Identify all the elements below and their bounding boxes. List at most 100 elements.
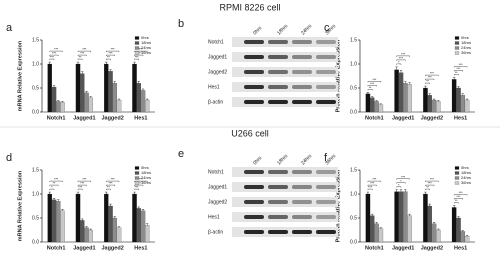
bar (407, 215, 412, 243)
bar (369, 97, 375, 113)
bar (88, 97, 93, 113)
bar (75, 193, 81, 243)
significance-bracket (453, 66, 468, 68)
legend-swatch (454, 171, 460, 175)
significance-bracket (134, 180, 148, 183)
legend-swatch (454, 181, 460, 185)
bar (84, 92, 89, 113)
legend-label: 36hrs (141, 50, 151, 55)
bar (56, 101, 61, 113)
bar (145, 225, 150, 243)
significance-label: *** (54, 178, 59, 182)
x-tick-label: Jagged2 (421, 115, 443, 121)
legend-swatch (134, 176, 140, 180)
bar (80, 220, 85, 243)
bar (60, 102, 65, 113)
significance-label: *** (370, 182, 375, 186)
bar (451, 207, 457, 243)
y-tick-label: 1.5 (32, 167, 39, 173)
legend-label: 0hrs (461, 35, 469, 40)
significance-label: *** (372, 78, 377, 82)
panel-label: f (324, 152, 328, 164)
error-bar (375, 100, 378, 102)
blot-band (268, 70, 288, 74)
error-bar (89, 96, 92, 98)
blot-band (268, 100, 288, 104)
bar (108, 71, 113, 113)
bar (132, 63, 137, 113)
error-bar (76, 191, 80, 194)
row-label: β-actin (208, 229, 223, 235)
legend-label: 24hrs (141, 45, 151, 50)
bar (104, 63, 109, 113)
significance-label: *** (401, 53, 406, 57)
bar (423, 87, 428, 113)
significance-bracket (396, 186, 402, 188)
bar (145, 99, 150, 113)
error-bar (137, 206, 140, 209)
significance-bracket (425, 184, 435, 187)
blot-band (244, 100, 264, 104)
panel-label: d (6, 152, 12, 164)
panel-label: c (324, 22, 330, 34)
significance-label: *** (430, 178, 435, 182)
significance-bracket (106, 50, 120, 53)
column-label: 0hrs (252, 155, 263, 166)
error-bar (404, 81, 407, 84)
x-tick-label: Jagged2 (101, 245, 123, 251)
error-bar (465, 235, 469, 237)
significance-label: * (51, 186, 53, 190)
bar (464, 99, 470, 113)
significance-bracket (49, 184, 59, 187)
y-tick-label: 0.5 (32, 215, 39, 221)
legend-swatch (454, 176, 460, 180)
significance-bracket (134, 54, 144, 57)
blot-band (268, 215, 288, 219)
significance-label: *** (399, 57, 404, 61)
error-bar (366, 92, 370, 94)
bar (398, 191, 404, 243)
significance-label: *** (82, 48, 87, 52)
error-bar (141, 209, 145, 211)
x-tick-label: Jagged1 (73, 245, 95, 251)
significance-bracket (425, 78, 435, 81)
error-bar (379, 103, 383, 105)
column-label: 18hrs (276, 23, 289, 36)
significance-label: ** (107, 186, 110, 190)
error-bar (117, 98, 121, 100)
figure-title: RPMI 8226 cell (219, 2, 280, 12)
error-bar (371, 213, 374, 216)
significance-label: ** (369, 86, 372, 90)
blot-band (244, 215, 264, 219)
legend-swatch (134, 46, 140, 50)
row-label: β-actin (208, 99, 223, 105)
significance-bracket (134, 58, 139, 61)
column-label: 24hrs (300, 153, 313, 166)
x-tick-label: Hes1 (454, 245, 467, 251)
row-label: Notch1 (208, 39, 224, 45)
legend-swatch (454, 51, 460, 55)
error-bar (85, 226, 88, 228)
bar (431, 99, 437, 113)
significance-label: *** (108, 182, 113, 186)
error-bar (117, 226, 121, 228)
y-tick-label: 1.0 (32, 61, 39, 67)
blot-band (244, 85, 264, 89)
blot-band (244, 170, 264, 174)
significance-bracket (77, 184, 87, 187)
legend-swatch (454, 41, 460, 45)
error-bar (408, 82, 411, 85)
significance-label: *** (135, 186, 140, 190)
blot-band (292, 230, 312, 234)
bar (374, 223, 379, 243)
significance-label: *** (111, 48, 116, 52)
significance-bracket (396, 63, 402, 65)
x-tick-label: Jagged1 (392, 245, 414, 251)
bar (365, 193, 371, 243)
error-bar (57, 199, 60, 202)
bar (132, 193, 137, 243)
y-axis-label: mRNA Relative Expression (17, 170, 23, 241)
significance-bracket (49, 188, 55, 191)
y-tick-label: 0.0 (350, 239, 357, 245)
significance-label: *** (80, 52, 85, 56)
